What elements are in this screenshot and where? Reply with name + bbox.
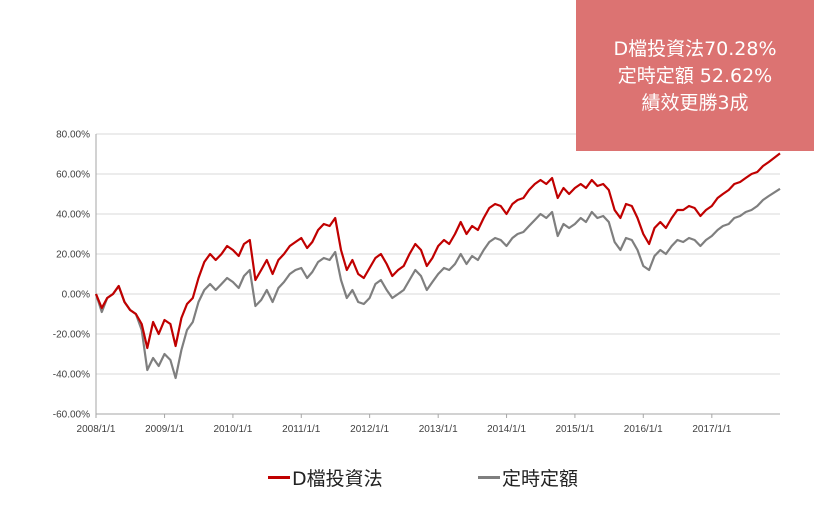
y-tick-label: 20.00%: [56, 250, 90, 261]
legend-item-d-investment: D檔投資法: [268, 464, 383, 491]
y-tick-label: -20.00%: [53, 330, 90, 341]
x-tick-label: 2013/1/1: [419, 424, 458, 435]
x-tick-label: 2016/1/1: [624, 424, 663, 435]
y-tick-label: 80.00%: [56, 130, 90, 141]
legend-swatch-red: [268, 476, 290, 479]
y-tick-label: -40.00%: [53, 370, 90, 381]
x-tick-label: 2011/1/1: [282, 424, 321, 435]
legend-item-regular-investment: 定時定額: [478, 464, 578, 491]
x-tick-label: 2015/1/1: [555, 424, 594, 435]
performance-callout: D檔投資法70.28% 定時定額 52.62% 績效更勝3成: [576, 0, 814, 151]
axes: 80.00% 60.00% 40.00% 20.00% 0.00% -20.00% -40.…: [53, 130, 780, 435]
x-tick-label: 2014/1/1: [487, 424, 526, 435]
x-tick-label: 2008/1/1: [77, 424, 116, 435]
chart-legend: D檔投資法 定時定額: [0, 464, 820, 494]
callout-line-1: D檔投資法70.28%: [613, 38, 777, 60]
x-tick-label: 2017/1/1: [692, 424, 731, 435]
callout-line-3: 績效更勝3成: [641, 92, 749, 114]
y-tick-label: 40.00%: [56, 210, 90, 221]
legend-label-d-investment: D檔投資法: [292, 468, 383, 490]
legend-label-regular-investment: 定時定額: [502, 468, 579, 490]
legend-swatch-gray: [478, 476, 500, 479]
x-tick-label: 2012/1/1: [350, 424, 389, 435]
x-tick-label: 2010/1/1: [213, 424, 252, 435]
y-tick-label: 0.00%: [62, 290, 90, 301]
y-tick-label: 60.00%: [56, 170, 90, 181]
series-line-regular-investment: [94, 187, 781, 380]
y-tick-label: -60.00%: [53, 410, 90, 421]
x-tick-label: 2009/1/1: [145, 424, 184, 435]
series-line-d-investment: [94, 152, 781, 350]
series-lines: [94, 152, 781, 380]
callout-line-2: 定時定額 52.62%: [617, 65, 773, 87]
